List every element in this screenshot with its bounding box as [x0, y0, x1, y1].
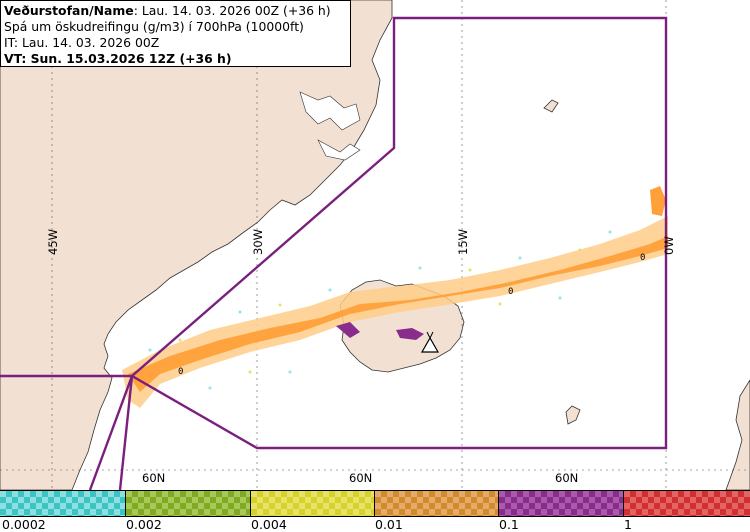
lat-label: 60N [555, 471, 579, 485]
contour-label: 0 [640, 253, 645, 263]
issuer-line: Veðurstofan/Name: Lau. 14. 03. 2026 00Z … [4, 3, 331, 18]
legend-label: 0.002 [126, 517, 162, 532]
legend-label: 0.1 [499, 517, 519, 532]
volcano-icon [420, 331, 440, 353]
legend-swatch [375, 491, 499, 516]
contour-label: 0 [178, 367, 183, 377]
legend-swatch [624, 491, 750, 516]
area-boundary [0, 16, 668, 491]
legend-label: 1 [624, 517, 632, 532]
lon-label: 15W [456, 228, 470, 255]
legend-label: 0.0002 [2, 517, 46, 532]
concentration-legend [0, 490, 750, 517]
legend-swatch [499, 491, 624, 516]
legend-swatch [126, 491, 251, 516]
legend-swatch [251, 491, 375, 516]
legend-label: 0.01 [375, 517, 403, 532]
valid-time-line: VT: Sun. 15.03.2026 12Z (+36 h) [4, 51, 232, 66]
forecast-info-box: Veðurstofan/Name: Lau. 14. 03. 2026 00Z … [0, 0, 351, 67]
ash-plume [122, 186, 668, 408]
lat-label: 60N [349, 471, 373, 485]
lon-label: 45W [46, 228, 60, 255]
legend-swatch [0, 491, 126, 516]
legend-label: 0.004 [251, 517, 287, 532]
lon-label: 30W [251, 228, 265, 255]
issue-time-line: IT: Lau. 14. 03. 2026 00Z [4, 35, 160, 50]
greenland-land [0, 0, 393, 491]
product-line: Spá um öskudreifingu (g/m3) í 700hPa (10… [4, 19, 304, 34]
contour-label: 0 [508, 287, 513, 297]
lat-label: 60N [142, 471, 166, 485]
lon-label: 0W [662, 236, 676, 255]
